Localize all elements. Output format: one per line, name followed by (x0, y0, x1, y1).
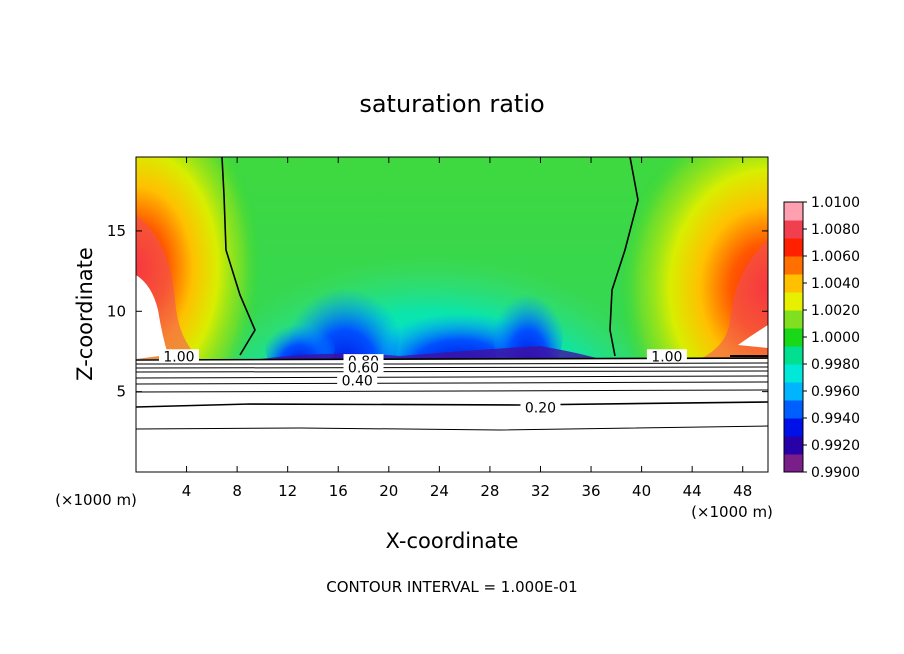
colorbar-segment (784, 274, 803, 293)
pink-right-region (700, 240, 768, 359)
colorbar-label: 0.9960 (811, 384, 860, 400)
x-unit-label-right: (×1000 m) (691, 503, 773, 521)
contour-line (135, 381, 769, 385)
contour-line (136, 362, 769, 365)
blue-region (493, 270, 563, 359)
contour-label-bg (337, 373, 378, 387)
unsaturated-left (136, 275, 168, 359)
contour-label: 0.20 (525, 401, 556, 417)
colorbar-label: 1.0040 (811, 276, 860, 292)
colorbar-label: 0.9940 (811, 411, 860, 427)
saturation-field (136, 157, 768, 359)
x-unit-label-left: (×1000 m) (55, 491, 137, 509)
contour-line (135, 401, 769, 408)
colorbar-segment (784, 436, 803, 455)
colorbar-segment (784, 400, 803, 419)
colorbar-label: 0.9900 (811, 465, 860, 481)
colorbar-segment (784, 256, 803, 275)
x-tick-label: 24 (430, 482, 449, 500)
x-tick-label: 20 (379, 482, 398, 500)
contour-lines (135, 355, 769, 472)
contour-line (135, 425, 769, 431)
x-tick-label: 4 (182, 482, 192, 500)
x-axis-label: X-coordinate (386, 529, 519, 553)
colorbar-segment (784, 382, 803, 401)
contour-line (135, 366, 769, 369)
contour-label-bg (158, 349, 199, 363)
plot-frame (135, 156, 769, 473)
colorbar-segment (784, 310, 803, 329)
colorbar-segment (784, 292, 803, 311)
x-tick-label: 36 (581, 482, 600, 500)
colorbar-segment (784, 328, 803, 347)
colorbar-label: 0.9980 (811, 357, 860, 373)
blue-region (265, 310, 335, 359)
x-axis-ticks: 4 8 12 16 20 24 28 32 36 40 44 48 (182, 157, 752, 500)
y-tick-label: 5 (116, 383, 126, 401)
x-tick-label: 48 (733, 482, 752, 500)
colorbar-segment (784, 238, 803, 257)
x-tick-label: 32 (531, 482, 550, 500)
colorbar: 1.0100 1.0080 1.0060 1.0040 1.0020 1.0000 0.99… (783, 195, 860, 481)
unsaturated-right (738, 325, 768, 348)
colorbar-segment (784, 346, 803, 365)
y-axis-ticks: 5 10 15 (107, 222, 768, 401)
colorbar-label: 1.0060 (811, 249, 860, 265)
contour-label: 0.40 (342, 373, 373, 389)
x-tick-label: 40 (632, 482, 651, 500)
x-tick-label: 44 (683, 482, 702, 500)
colorbar-segment (784, 364, 803, 383)
contour-label: 1.00 (163, 349, 194, 365)
contour-label-bg (646, 349, 687, 363)
x-tick-label: 12 (278, 482, 297, 500)
colorbar-segment (784, 202, 803, 221)
contour-label: 1.00 (651, 349, 682, 365)
contour-label-bg (343, 360, 384, 374)
contour-label: 0.60 (348, 361, 379, 377)
colorbar-label: 0.9920 (811, 438, 860, 454)
y-axis-label: Z-coordinate (73, 247, 97, 381)
colorbar-label: 1.0080 (811, 222, 860, 238)
colorbar-segment (784, 418, 803, 437)
colorbar-label: 1.0000 (811, 330, 860, 346)
contour-line-1.00-left (221, 157, 256, 356)
colorbar-label: 1.0100 (811, 195, 860, 211)
contour-line (135, 389, 769, 393)
contour-label-bg (520, 400, 561, 414)
contour-line (135, 375, 769, 379)
contour-interval-note: CONTOUR INTERVAL = 1.000E-01 (326, 578, 577, 596)
x-tick-label: 8 (232, 482, 242, 500)
colorbar-segment (784, 220, 803, 239)
colorbar-segment (784, 454, 803, 473)
y-tick-label: 15 (107, 222, 126, 240)
colorbar-label: 1.0020 (811, 303, 860, 319)
x-tick-label: 16 (329, 482, 348, 500)
x-tick-label: 28 (480, 482, 499, 500)
chart-title: saturation ratio (359, 90, 544, 118)
contour-line (135, 370, 769, 373)
contour-labels: 1.001.000.800.600.400.20 (158, 349, 687, 417)
contour-line-1.00-right (609, 157, 639, 357)
y-tick-label: 10 (107, 302, 126, 320)
